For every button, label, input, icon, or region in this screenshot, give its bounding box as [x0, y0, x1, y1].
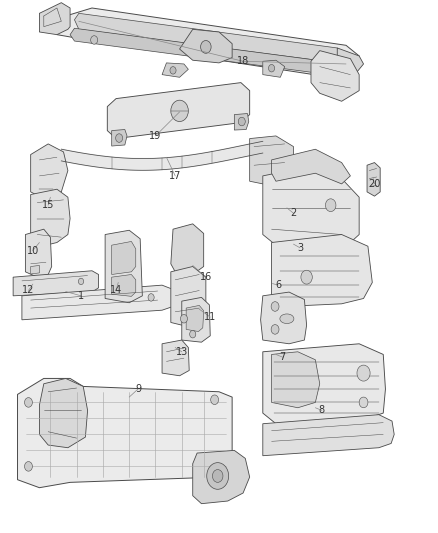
Polygon shape [112, 130, 127, 146]
Text: 15: 15 [42, 200, 54, 210]
Polygon shape [39, 378, 88, 448]
Polygon shape [367, 163, 380, 196]
Circle shape [301, 270, 312, 284]
Polygon shape [180, 29, 232, 63]
Circle shape [171, 100, 188, 122]
Circle shape [190, 330, 196, 338]
Text: 11: 11 [204, 312, 216, 322]
Text: 12: 12 [22, 286, 35, 295]
Circle shape [91, 36, 98, 44]
Polygon shape [171, 266, 206, 328]
Circle shape [357, 365, 370, 381]
Polygon shape [25, 229, 52, 277]
Polygon shape [263, 165, 359, 253]
Circle shape [325, 199, 336, 212]
Polygon shape [18, 378, 232, 488]
Polygon shape [31, 144, 68, 200]
Text: 6: 6 [275, 280, 281, 290]
Circle shape [359, 397, 368, 408]
Text: 9: 9 [135, 384, 141, 394]
Polygon shape [105, 230, 142, 303]
Polygon shape [261, 292, 307, 344]
Circle shape [271, 302, 279, 311]
Polygon shape [186, 305, 204, 332]
Circle shape [238, 117, 245, 126]
Polygon shape [234, 114, 249, 130]
Circle shape [78, 278, 84, 285]
Text: 10: 10 [27, 246, 39, 255]
Text: 8: 8 [319, 406, 325, 415]
Polygon shape [162, 63, 188, 77]
Polygon shape [70, 28, 342, 76]
Circle shape [201, 41, 211, 53]
Polygon shape [39, 3, 70, 35]
Text: 13: 13 [176, 347, 188, 357]
Text: 17: 17 [169, 171, 181, 181]
Circle shape [211, 395, 219, 405]
Circle shape [148, 294, 154, 301]
Circle shape [180, 314, 187, 323]
Circle shape [116, 134, 123, 142]
Polygon shape [162, 340, 189, 376]
Text: 7: 7 [279, 352, 286, 362]
Polygon shape [272, 149, 350, 184]
Polygon shape [250, 136, 293, 187]
Circle shape [212, 470, 223, 482]
Polygon shape [13, 271, 99, 296]
Polygon shape [112, 274, 136, 296]
Text: 18: 18 [237, 56, 249, 66]
Polygon shape [61, 141, 263, 170]
Circle shape [170, 67, 176, 74]
Text: 1: 1 [78, 291, 84, 301]
Polygon shape [263, 415, 394, 456]
Text: 2: 2 [290, 208, 297, 218]
Polygon shape [22, 285, 175, 320]
Text: 20: 20 [368, 179, 381, 189]
Polygon shape [272, 235, 372, 306]
Circle shape [268, 64, 275, 72]
Polygon shape [31, 189, 70, 248]
Text: 19: 19 [149, 131, 162, 141]
Text: 14: 14 [110, 286, 122, 295]
Polygon shape [263, 60, 285, 77]
Polygon shape [272, 352, 320, 408]
Polygon shape [263, 344, 385, 424]
Circle shape [207, 463, 229, 489]
Circle shape [25, 462, 32, 471]
Polygon shape [171, 224, 204, 274]
Polygon shape [107, 83, 250, 139]
Polygon shape [337, 48, 364, 75]
Polygon shape [74, 13, 342, 63]
Text: 3: 3 [297, 243, 303, 253]
Polygon shape [31, 265, 39, 274]
Circle shape [25, 398, 32, 407]
Polygon shape [182, 297, 210, 342]
Polygon shape [311, 51, 359, 101]
Ellipse shape [280, 314, 294, 324]
Polygon shape [57, 8, 359, 79]
Polygon shape [112, 241, 136, 274]
Circle shape [271, 325, 279, 334]
Text: 16: 16 [200, 272, 212, 282]
Polygon shape [193, 450, 250, 504]
